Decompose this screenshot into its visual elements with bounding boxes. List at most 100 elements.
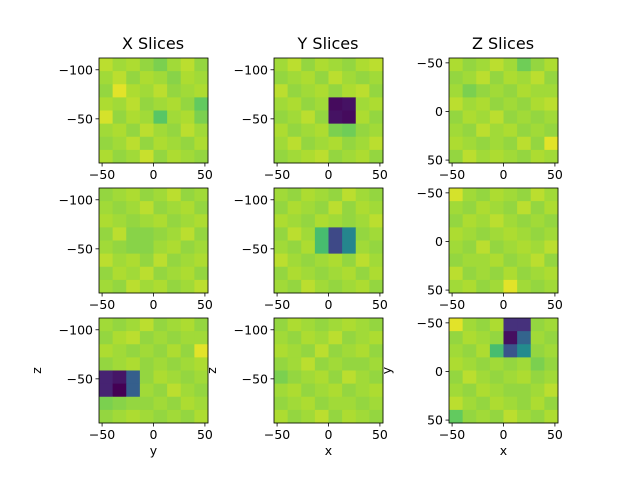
x-tick-label: −50 [89, 427, 115, 442]
heatmap-cell [355, 409, 370, 424]
heatmap-cell [489, 110, 504, 125]
heatmap-cell [112, 214, 127, 228]
x-tick-label: 50 [372, 427, 388, 442]
heatmap-cell [369, 136, 384, 151]
heatmap-cell [342, 149, 357, 164]
heatmap-cell [462, 97, 477, 111]
heatmap-cell [314, 97, 329, 111]
heatmap-panel-r2-c0: −50 0 50 −50 −100 y z [29, 317, 213, 458]
heatmap-cell [369, 123, 384, 138]
heatmap-cell [112, 149, 127, 164]
heatmap-cell [517, 110, 532, 125]
heatmap-cell [530, 240, 545, 255]
x-tick-label: −50 [439, 427, 465, 442]
y-tick-label: −50 [417, 315, 443, 330]
heatmap-cell [342, 110, 357, 125]
heatmap-cell [126, 123, 141, 138]
heatmap-cell [544, 97, 559, 111]
heatmap-cell [462, 266, 477, 281]
heatmap-cell [489, 58, 504, 72]
heatmap-cell [342, 370, 357, 385]
heatmap-cell [517, 383, 532, 398]
heatmap-cell [301, 149, 316, 164]
heatmap-cell [462, 227, 477, 241]
heatmap-cell [369, 71, 384, 85]
heatmap-cell [153, 97, 168, 111]
heatmap-cell [476, 253, 491, 268]
heatmap-cell [99, 279, 114, 294]
heatmap-cell [167, 370, 182, 385]
heatmap-cell [544, 331, 559, 345]
heatmap-cell [314, 123, 329, 138]
heatmap-cell [167, 110, 182, 125]
heatmap-cell [369, 344, 384, 358]
heatmap-cell [489, 266, 504, 281]
heatmap-cell [544, 396, 559, 411]
x-tick-label: 50 [547, 167, 563, 182]
heatmap-cell [287, 279, 302, 294]
heatmap-panel-r1-c1: −50 0 50 −50 −100 [234, 187, 388, 312]
heatmap-cell [139, 370, 154, 385]
heatmap-cell [530, 331, 545, 345]
heatmap-cell [139, 58, 154, 72]
heatmap-cell [449, 253, 464, 268]
heatmap-cell [530, 58, 545, 72]
heatmap-cell [287, 370, 302, 385]
heatmap-cell [489, 253, 504, 268]
heatmap-cell [503, 344, 518, 358]
heatmap-cell [489, 188, 504, 202]
y-tick-label: −100 [59, 62, 93, 77]
heatmap-cell [139, 344, 154, 358]
heatmap-cell [180, 383, 195, 398]
x-tick-label: 0 [325, 167, 333, 182]
heatmap-cell [153, 318, 168, 332]
heatmap-cell [112, 279, 127, 294]
heatmap-cell [530, 318, 545, 332]
x-tick-label: 50 [547, 427, 563, 442]
heatmap-panel-r2-c1: −50 0 50 −50 −100 x z [204, 317, 388, 458]
heatmap-cell [99, 123, 114, 138]
heatmap-cell [449, 84, 464, 98]
heatmap-cell [489, 318, 504, 332]
heatmap-cell [180, 58, 195, 72]
heatmap-cell [369, 188, 384, 202]
heatmap-cell [462, 370, 477, 385]
heatmap-cell [544, 266, 559, 281]
heatmap-cell [314, 84, 329, 98]
heatmap-panel-r1-c0: −50 0 50 −50 −100 [59, 187, 213, 312]
heatmap-cell [544, 383, 559, 398]
heatmap-cell [369, 409, 384, 424]
heatmap-cell [301, 409, 316, 424]
heatmap-cell [369, 110, 384, 125]
heatmap-cell [328, 214, 343, 228]
heatmap-cell [153, 253, 168, 268]
heatmap-cell [112, 253, 127, 268]
heatmap-cell [449, 149, 464, 164]
heatmap-cell [301, 383, 316, 398]
heatmap-cell [274, 123, 289, 138]
heatmap-cell [194, 71, 209, 85]
heatmap-cell [489, 344, 504, 358]
heatmap-cell [180, 318, 195, 332]
heatmap-cell [287, 110, 302, 125]
heatmap-cell [287, 344, 302, 358]
heatmap-cell [180, 279, 195, 294]
heatmap-cell [449, 240, 464, 255]
heatmap-cell [153, 331, 168, 345]
heatmap-cell [530, 84, 545, 98]
heatmap-cell [328, 58, 343, 72]
heatmap-cell [314, 279, 329, 294]
heatmap-cell [126, 227, 141, 241]
heatmap-cell [462, 253, 477, 268]
heatmap-cell [274, 149, 289, 164]
heatmap-cell [328, 383, 343, 398]
heatmap-cell [517, 396, 532, 411]
heatmap-cell [301, 110, 316, 125]
heatmap-cell [544, 201, 559, 215]
heatmap-cell [194, 279, 209, 294]
x-tick-label: −50 [264, 297, 290, 312]
heatmap-cell [180, 357, 195, 371]
heatmap-cell [301, 97, 316, 111]
heatmap-cell [139, 331, 154, 345]
heatmap-cell [139, 227, 154, 241]
